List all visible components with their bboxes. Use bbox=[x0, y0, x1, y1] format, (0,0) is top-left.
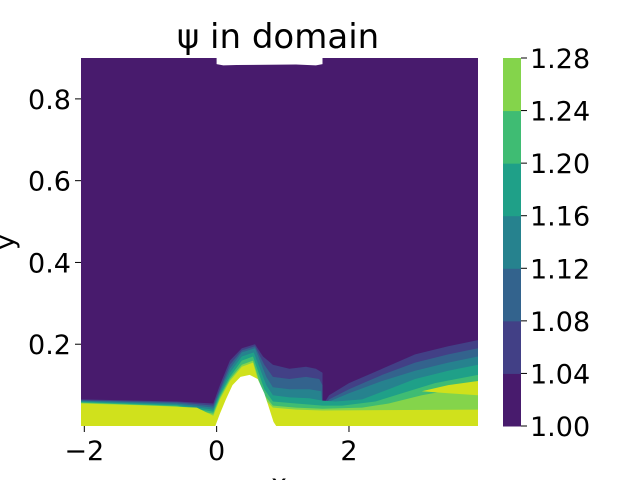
contour-fills bbox=[81, 340, 478, 426]
y-tick-label-2: 0.6 bbox=[28, 167, 71, 198]
colorbar-band-6 bbox=[503, 58, 521, 112]
colorbar-band-4 bbox=[503, 163, 521, 217]
colorbar-label-5: 1.20 bbox=[530, 149, 590, 180]
empty-region-1 bbox=[216, 58, 323, 66]
x-axis-ticks: −2 0 2 bbox=[64, 426, 358, 467]
colorbar-label-6: 1.24 bbox=[530, 97, 590, 128]
y-tick-label-3: 0.8 bbox=[28, 85, 71, 116]
colorbar-label-2: 1.08 bbox=[530, 307, 590, 338]
empty-regions bbox=[215, 58, 323, 426]
colorbar-band-5 bbox=[503, 110, 521, 164]
colorbar-band-3 bbox=[503, 215, 521, 269]
empty-region-0 bbox=[215, 374, 277, 426]
x-tick-label-2: 2 bbox=[340, 436, 357, 467]
colorbar-label-0: 1.00 bbox=[530, 412, 590, 443]
colorbar-band-2 bbox=[503, 268, 521, 322]
chart-title: ψ in domain bbox=[177, 17, 379, 57]
colorbar-band-0 bbox=[503, 373, 521, 427]
colorbar-label-3: 1.12 bbox=[530, 254, 590, 285]
x-tick-label-0: −2 bbox=[64, 436, 104, 467]
y-axis-ticks: 0.2 0.4 0.6 0.8 bbox=[28, 85, 81, 361]
plot-area bbox=[81, 58, 478, 426]
colorbar-label-1: 1.04 bbox=[530, 359, 590, 390]
y-tick-label-0: 0.2 bbox=[28, 330, 71, 361]
contour-band-7 bbox=[421, 381, 478, 396]
y-tick-label-1: 0.4 bbox=[28, 248, 71, 279]
y-axis-label: y bbox=[0, 234, 21, 250]
colorbar-band-1 bbox=[503, 320, 521, 374]
contour-band-6 bbox=[81, 362, 478, 426]
x-axis-label: x bbox=[271, 469, 287, 480]
colorbar-label-4: 1.16 bbox=[530, 202, 590, 233]
colorbar: 1.00 1.04 1.08 1.12 1.16 1.20 1.24 1.28 bbox=[503, 44, 590, 443]
colorbar-label-7: 1.28 bbox=[530, 44, 590, 75]
x-tick-label-1: 0 bbox=[208, 436, 225, 467]
